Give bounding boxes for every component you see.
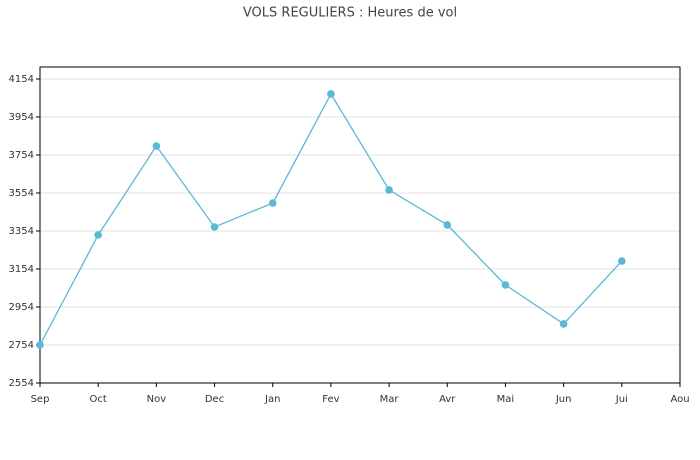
y-tick-label: 3154 [9,264,34,275]
point [443,221,452,229]
y-tick-label: 3554 [9,188,34,199]
y-tick-label: 2554 [9,378,34,389]
x-tick-label: Jui [615,394,628,405]
point [152,142,161,150]
x-tick-label: Oct [90,394,107,405]
point [210,223,219,231]
point [268,199,277,207]
x-tick-label: Sep [31,394,50,405]
point [385,186,393,194]
point [559,320,568,328]
y-tick-label: 2954 [9,302,34,313]
point [501,281,510,289]
x-tick-label: Fev [322,394,339,405]
plot-frame [39,66,681,384]
x-tick-label: Mar [380,394,400,405]
x-tick-label: Avr [439,394,456,405]
x-tick-label: Aou [670,394,689,405]
point [618,257,626,265]
y-tick-label: 3354 [9,226,34,237]
y-tick-label: 3954 [9,112,34,123]
x-tick-label: Jan [264,394,280,405]
x-tick-label: Dec [205,394,224,405]
y-tick-label: 2754 [9,340,34,351]
x-tick-label: Jun [555,394,572,405]
y-tick-label: 4154 [9,74,34,85]
point [36,341,44,349]
point [94,231,102,239]
chart-title: VOLS REGULIERS : Heures de vol [243,6,457,21]
x-tick-label: Nov [147,394,167,405]
y-tick-label: 3754 [9,150,34,161]
point [327,90,335,98]
x-tick-label: Mai [497,394,515,405]
